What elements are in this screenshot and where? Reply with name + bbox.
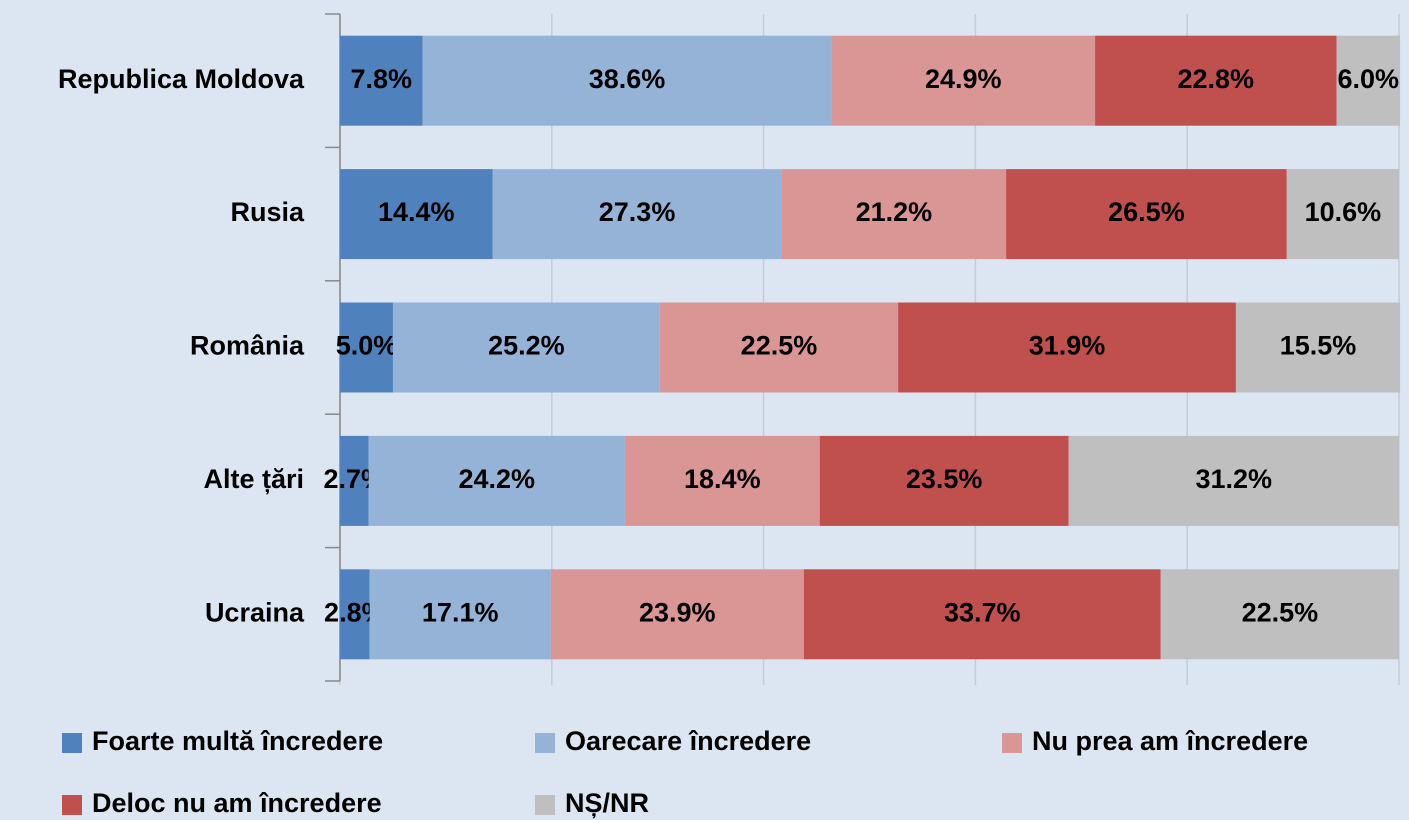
bar-segment — [781, 169, 1007, 260]
bar-segment — [819, 435, 1069, 526]
bar-segment — [340, 435, 369, 526]
bar-segment — [368, 435, 625, 526]
legend-label: Oarecare încredere — [565, 726, 811, 756]
data-label: 14.4% — [378, 197, 455, 227]
legend-swatch — [535, 733, 555, 753]
legend-label: NȘ/NR — [565, 788, 649, 818]
data-label: 17.1% — [422, 597, 499, 627]
y-tick-label: Republica Moldova — [58, 64, 305, 94]
bar-segment — [550, 569, 804, 660]
bar-segment — [1095, 35, 1337, 126]
bar-segment — [340, 569, 370, 660]
bar-segment — [803, 569, 1161, 660]
bar-segment — [1006, 169, 1287, 260]
data-label: 31.2% — [1196, 464, 1273, 494]
data-label: 22.8% — [1178, 64, 1255, 94]
bar-segment — [340, 169, 493, 260]
data-label: 24.2% — [458, 464, 535, 494]
y-tick-label: Rusia — [230, 197, 305, 227]
y-tick-label: Ucraina — [205, 597, 305, 627]
bar-segment — [1286, 169, 1399, 260]
data-label: 22.5% — [741, 331, 818, 361]
bar-segment — [898, 302, 1236, 393]
bar-segment — [369, 569, 551, 660]
bar-segment — [492, 169, 782, 260]
data-label: 15.5% — [1280, 331, 1357, 361]
bar-segment — [340, 302, 393, 393]
data-label: 31.9% — [1029, 331, 1106, 361]
bar-segment — [624, 435, 820, 526]
legend-swatch — [1002, 733, 1022, 753]
data-label: 33.7% — [944, 597, 1021, 627]
data-label: 24.9% — [925, 64, 1002, 94]
data-label: 18.4% — [684, 464, 761, 494]
bar-segment — [1336, 35, 1401, 126]
data-label: 7.8% — [351, 64, 413, 94]
data-label: 25.2% — [488, 331, 565, 361]
data-label: 23.9% — [639, 597, 716, 627]
data-label: 5.0% — [336, 331, 398, 361]
data-label: 21.2% — [856, 197, 933, 227]
legend-swatch — [535, 795, 555, 815]
y-tick-label: România — [190, 331, 305, 361]
data-label: 10.6% — [1305, 197, 1382, 227]
bar-segment — [1160, 569, 1399, 660]
y-tick-label: Alte țări — [203, 464, 304, 494]
legend-swatch — [62, 795, 82, 815]
data-label: 22.5% — [1242, 597, 1319, 627]
legend-swatch — [62, 733, 82, 753]
data-label: 27.3% — [599, 197, 676, 227]
bar-segment — [392, 302, 660, 393]
legend-label: Foarte multă încredere — [92, 726, 383, 756]
bar-segment — [659, 302, 899, 393]
bar-segment — [831, 35, 1096, 126]
data-label: 38.6% — [589, 64, 666, 94]
legend-label: Nu prea am încredere — [1032, 726, 1308, 756]
data-label: 26.5% — [1108, 197, 1185, 227]
data-label: 23.5% — [906, 464, 983, 494]
bar-segment — [340, 35, 423, 126]
bar-segment — [1068, 435, 1399, 526]
legend-label: Deloc nu am încredere — [92, 788, 382, 818]
bar-segment — [1235, 302, 1401, 393]
data-label: 6.0% — [1338, 64, 1400, 94]
bar-segment — [422, 35, 832, 126]
